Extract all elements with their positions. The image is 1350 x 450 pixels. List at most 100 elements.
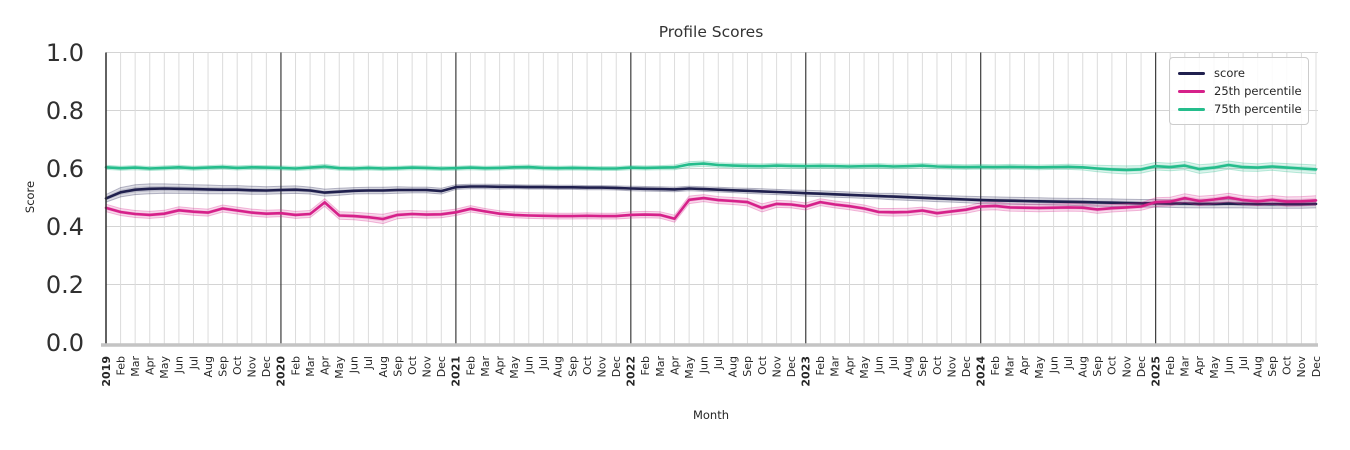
x-tick-label: Dec bbox=[260, 356, 273, 377]
x-tick-label: 2022 bbox=[625, 356, 638, 387]
x-tick-label: May bbox=[1033, 356, 1046, 379]
x-tick-label: Apr bbox=[1018, 356, 1031, 376]
x-tick-label: Dec bbox=[610, 356, 623, 377]
x-tick-label: Jul bbox=[362, 356, 375, 370]
x-tick-label: Aug bbox=[727, 356, 740, 377]
x-tick-label: Jun bbox=[523, 356, 536, 374]
x-tick-label: Feb bbox=[989, 356, 1002, 375]
y-axis-label: Score bbox=[23, 180, 38, 214]
x-tick-label: Nov bbox=[246, 356, 259, 378]
x-tick-label: Apr bbox=[668, 356, 681, 376]
chart-title: Profile Scores bbox=[658, 23, 764, 41]
x-tick-label: Feb bbox=[289, 356, 302, 375]
legend-item-label: 75th percentile bbox=[1214, 102, 1302, 116]
series-line bbox=[104, 162, 1318, 172]
x-tick-label: May bbox=[508, 356, 521, 379]
series-band-edge bbox=[105, 165, 1317, 175]
series-band-edge bbox=[105, 188, 1317, 209]
x-tick-label: Sep bbox=[1091, 356, 1104, 377]
x-tick-label: Oct bbox=[231, 355, 244, 375]
x-tick-label: Apr bbox=[144, 356, 157, 376]
x-tick-label: Jun bbox=[1047, 356, 1060, 374]
x-tick-label: Sep bbox=[216, 356, 229, 377]
x-tick-label: Sep bbox=[916, 356, 929, 377]
x-tick-label: Oct bbox=[1106, 355, 1119, 375]
legend-swatch bbox=[1178, 89, 1205, 93]
x-tick-label: Mar bbox=[829, 356, 842, 377]
x-tick-label: May bbox=[158, 356, 171, 379]
x-tick-label: 2020 bbox=[275, 356, 288, 387]
x-tick-label: 2023 bbox=[800, 356, 813, 387]
x-tick-label: Feb bbox=[464, 356, 477, 375]
x-tick-label: Dec bbox=[1135, 356, 1148, 377]
x-tick-label: Mar bbox=[1004, 356, 1017, 377]
x-tick-label: May bbox=[683, 356, 696, 379]
x-axis-label: Month bbox=[692, 408, 730, 422]
x-tick-label: Oct bbox=[1281, 355, 1294, 375]
x-tick-label: May bbox=[1208, 356, 1221, 379]
x-tick-label: Apr bbox=[843, 356, 856, 376]
series-line bbox=[104, 196, 1318, 221]
x-tick-label: Oct bbox=[756, 355, 769, 375]
x-tick-label: Aug bbox=[377, 356, 390, 377]
x-tick-label: Nov bbox=[1120, 356, 1133, 378]
x-tick-label: Aug bbox=[552, 356, 565, 377]
y-tick-label: 0.4 bbox=[46, 213, 84, 241]
x-tick-label: Dec bbox=[1310, 356, 1323, 377]
x-tick-label: Jul bbox=[1062, 356, 1075, 370]
x-tick-label: Jul bbox=[712, 356, 725, 370]
legend-item: 75th percentile bbox=[1178, 102, 1302, 116]
x-tick-label: Mar bbox=[1179, 356, 1192, 377]
y-tick-label: 0.0 bbox=[46, 329, 84, 357]
x-tick-label: Feb bbox=[639, 356, 652, 375]
x-tick-label: Dec bbox=[435, 356, 448, 377]
x-tick-label: 2025 bbox=[1149, 356, 1162, 387]
x-tick-label: Jun bbox=[1222, 356, 1235, 374]
series-25th-percentile bbox=[104, 192, 1318, 225]
y-tick-label: 1.0 bbox=[46, 39, 84, 67]
legend: score 25th percentile 75th percentile bbox=[1169, 57, 1309, 125]
x-tick-label: Oct bbox=[406, 355, 419, 375]
x-tick-label: Apr bbox=[1193, 356, 1206, 376]
legend-item: score bbox=[1178, 66, 1298, 80]
y-tick-label: 0.2 bbox=[46, 271, 84, 299]
series-band-edge bbox=[105, 192, 1317, 216]
x-tick-label: 2019 bbox=[100, 356, 113, 387]
x-tick-label: Aug bbox=[1077, 356, 1090, 377]
x-tick-label: Nov bbox=[1295, 356, 1308, 378]
x-tick-label: Jun bbox=[698, 356, 711, 374]
y-tick-label: 0.6 bbox=[46, 155, 84, 183]
x-tick-label: Mar bbox=[479, 356, 492, 377]
x-tick-label: Mar bbox=[304, 356, 317, 377]
x-tick-label: Nov bbox=[421, 356, 434, 378]
x-tick-label: 2021 bbox=[450, 356, 463, 387]
x-tick-label: Sep bbox=[1266, 356, 1279, 377]
y-tick-label: 0.8 bbox=[46, 97, 84, 125]
x-tick-labels: 2019 Feb Mar Apr May Jun Jul Aug Sep Oct Nov Dec 202… bbox=[100, 355, 1323, 386]
x-tick-label: Sep bbox=[391, 356, 404, 377]
x-tick-label: Mar bbox=[654, 356, 667, 377]
legend-item-label: score bbox=[1214, 66, 1245, 80]
x-tick-label: Dec bbox=[960, 356, 973, 377]
x-tick-label: Sep bbox=[741, 356, 754, 377]
y-tick-labels: 0.0 0.2 0.4 0.6 0.8 1.0 bbox=[46, 39, 84, 357]
x-tick-label: Jun bbox=[348, 356, 361, 374]
series-75th-percentile bbox=[104, 160, 1318, 175]
x-tick-label: Nov bbox=[945, 356, 958, 378]
x-tick-label: Apr bbox=[318, 356, 331, 376]
x-tick-label: Jul bbox=[1237, 356, 1250, 370]
x-tick-label: Nov bbox=[770, 356, 783, 378]
series-band-edge bbox=[105, 160, 1317, 168]
series-band bbox=[106, 193, 1316, 224]
x-tick-label: Apr bbox=[493, 356, 506, 376]
x-tick-label: Aug bbox=[902, 356, 915, 377]
x-tick-label: Jul bbox=[537, 356, 550, 370]
x-tick-label: Aug bbox=[1251, 356, 1264, 377]
vertical-gridlines bbox=[105, 52, 1317, 344]
x-tick-label: Jul bbox=[887, 356, 900, 370]
x-tick-label: Feb bbox=[1164, 356, 1177, 375]
series-line bbox=[104, 185, 1318, 206]
legend-item-label: 25th percentile bbox=[1214, 84, 1302, 98]
